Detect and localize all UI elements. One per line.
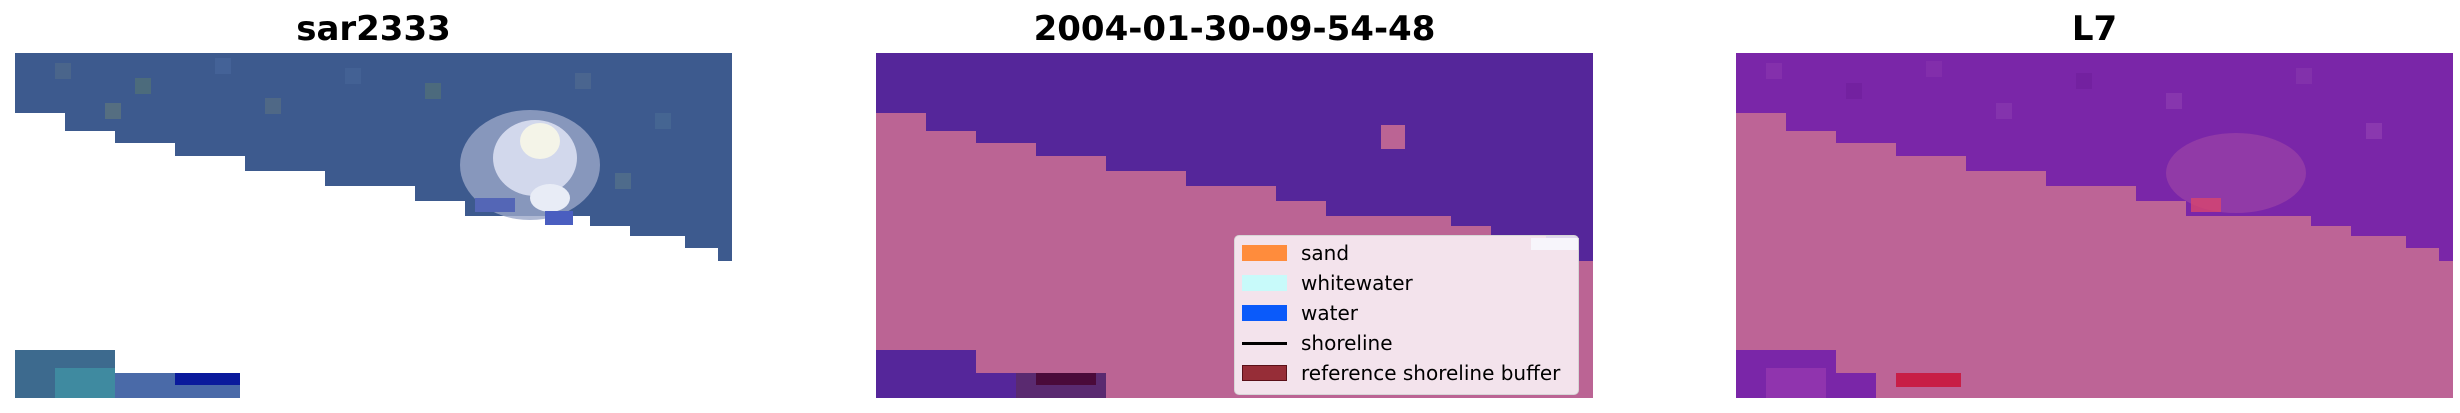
legend-entry-shoreline: shoreline (1235, 328, 1578, 358)
panel-title-date: 2004-01-30-09-54-48 (1033, 9, 1436, 49)
legend-entry-reference-buffer: reference shoreline buffer (1235, 358, 1578, 388)
panel-title-l7: L7 (2071, 9, 2118, 49)
legend-entry-sand: sand (1235, 238, 1578, 268)
l7-sea-texture (1766, 61, 2382, 139)
l7-sea-region (1736, 53, 2453, 261)
legend-label-shoreline: shoreline (1301, 331, 1393, 355)
l7-image (1736, 53, 2453, 398)
legend-entry-whitewater: whitewater (1235, 268, 1578, 298)
whitewater-swatch (1242, 275, 1287, 291)
classified-water-region (876, 53, 1593, 261)
water-swatch (1242, 305, 1287, 321)
legend-entry-water: water (1235, 298, 1578, 328)
reference-buffer-swatch (1242, 365, 1287, 381)
legend-label-water: water (1301, 301, 1358, 325)
rgb-sea-texture (55, 58, 671, 189)
shoreline-line-swatch (1242, 342, 1287, 345)
sand-swatch (1242, 245, 1287, 261)
legend: sand whitewater water shoreline referenc… (1234, 235, 1579, 395)
legend-label-reference-buffer: reference shoreline buffer (1301, 361, 1561, 385)
rgb-image (15, 53, 732, 398)
legend-label-whitewater: whitewater (1301, 271, 1413, 295)
panel-title-rgb: sar2333 (296, 9, 451, 49)
l7-whitewater-hint (2166, 133, 2306, 213)
legend-label-sand: sand (1301, 241, 1350, 265)
